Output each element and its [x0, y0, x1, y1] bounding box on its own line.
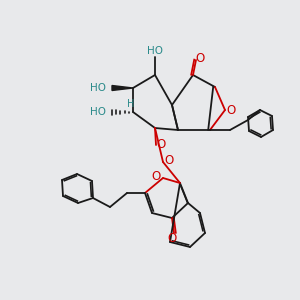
Text: O: O: [152, 169, 160, 182]
Text: O: O: [195, 52, 205, 65]
Text: O: O: [156, 137, 166, 151]
Text: HO: HO: [90, 83, 106, 93]
Text: O: O: [226, 103, 236, 116]
Text: O: O: [167, 232, 177, 244]
Text: O: O: [164, 154, 174, 167]
Polygon shape: [112, 85, 133, 91]
Text: HO: HO: [147, 46, 163, 56]
Text: HO: HO: [90, 107, 106, 117]
Text: H: H: [127, 99, 135, 109]
